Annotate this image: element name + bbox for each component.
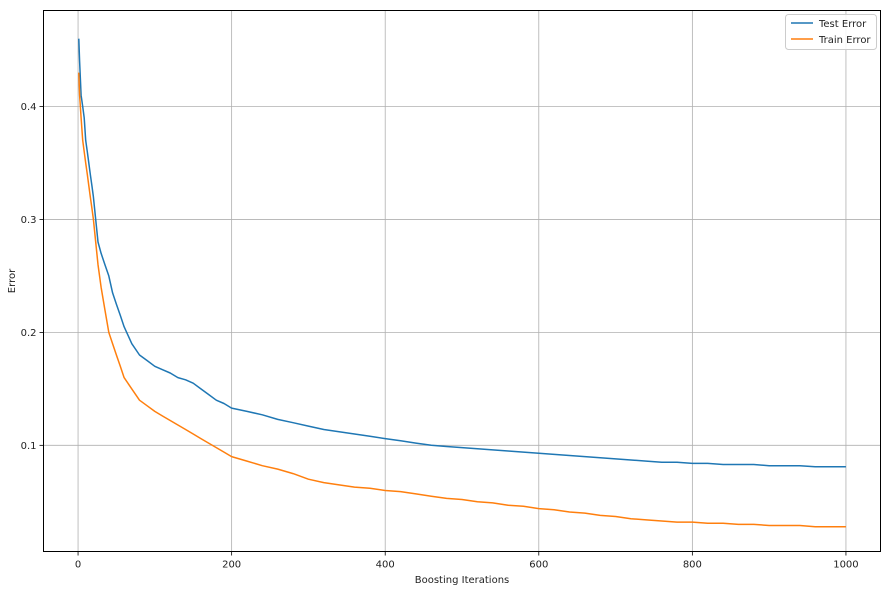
y-tick-label: 0.1: [21, 441, 37, 452]
series-line-test-error: [78, 38, 846, 468]
x-tick-label: 1000: [833, 560, 858, 571]
grid: [43, 10, 881, 552]
series-line-train-error: [78, 72, 846, 528]
x-tick-label: 600: [529, 560, 548, 571]
legend-label-test-error: Test Error: [818, 19, 867, 30]
y-tick-label: 0.2: [21, 328, 37, 339]
y-tick-label: 0.3: [21, 215, 37, 226]
x-tick-label: 800: [683, 560, 702, 571]
x-tick-label: 400: [376, 560, 395, 571]
x-tick-label: 200: [222, 560, 241, 571]
legend: Test Error Train Error: [785, 14, 877, 50]
series-layer: [78, 38, 846, 528]
x-axis: 0 200 400 600 800 1000: [75, 551, 859, 571]
x-axis-label: Boosting Iterations: [415, 575, 510, 586]
y-axis-label: Error: [7, 268, 18, 293]
legend-label-train-error: Train Error: [818, 35, 871, 46]
plot-frame: [43, 10, 881, 552]
y-axis: 0.1 0.2 0.3 0.4: [21, 102, 44, 452]
x-tick-label: 0: [75, 560, 81, 571]
y-tick-label: 0.4: [21, 102, 37, 113]
